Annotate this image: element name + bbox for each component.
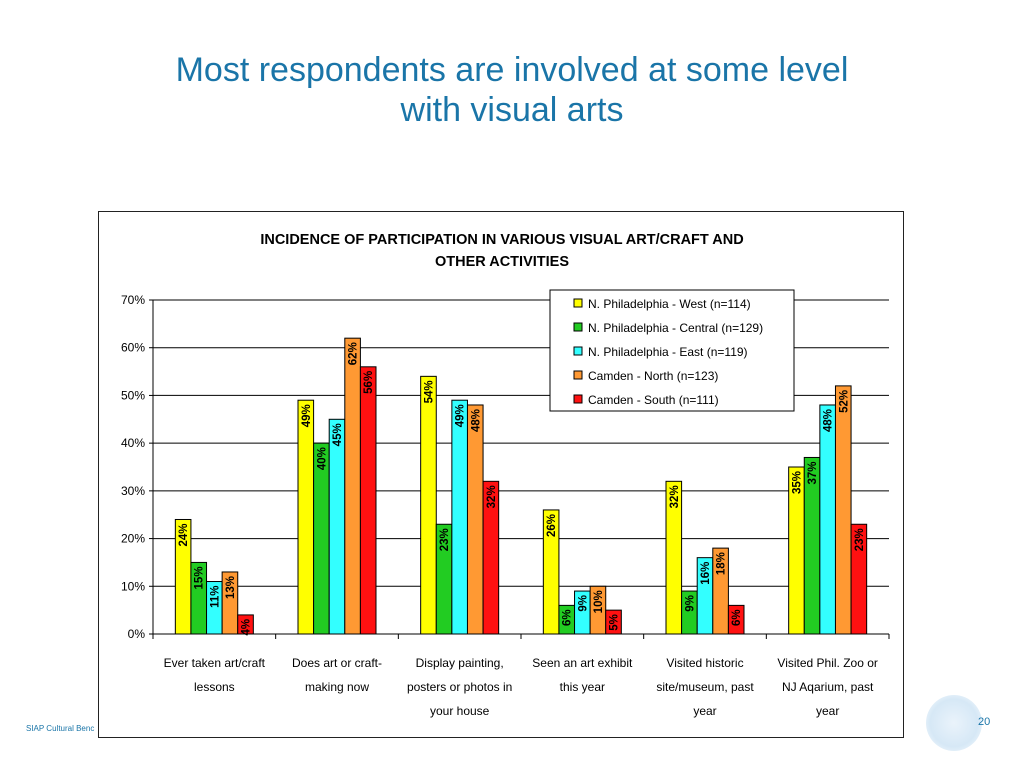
x-category-label: your house: [430, 704, 490, 718]
page-number: 20: [978, 716, 991, 728]
chart-canvas: 0% 10% 20% 30% 40% 50% 60% 70% 24% 15%11% 13% 4% Eve…: [121, 289, 890, 718]
legend-label: N. Philadelphia - Central (n=129): [588, 321, 763, 335]
data-label: 54%: [423, 380, 435, 403]
data-label: 56%: [363, 371, 375, 394]
data-label: 48%: [470, 409, 482, 432]
data-label: 6%: [562, 609, 574, 626]
data-label: 37%: [807, 461, 819, 484]
data-label: 32%: [486, 485, 498, 508]
data-label: 32%: [669, 485, 681, 508]
legend-swatch: [573, 394, 583, 404]
legend-swatch: [573, 346, 583, 356]
legend-label: Camden - South (n=111): [588, 393, 719, 407]
slide-title: Most respondents are involved at some le…: [0, 50, 1024, 130]
bar: [237, 614, 254, 635]
data-label: 13%: [225, 576, 237, 599]
data-label: 5%: [609, 614, 621, 631]
bar: [819, 404, 836, 635]
data-label: 6%: [731, 609, 743, 626]
bar: [297, 399, 315, 635]
data-label: 40%: [316, 447, 328, 470]
x-category-label: year: [693, 704, 716, 718]
chart-title: INCIDENCE OF PARTICIPATION IN VARIOUS VI…: [99, 229, 905, 273]
bar: [482, 480, 500, 635]
bar: [359, 366, 377, 635]
bar: [850, 523, 868, 635]
x-category-label: Does art or craft-: [292, 656, 382, 670]
data-label: 4%: [241, 619, 253, 636]
chart-frame: 0% 10% 20% 30% 40% 50% 60% 70% 24% 15% 11% 13% 4% Eve…: [98, 211, 904, 738]
footer-text: SIAP Cultural Benc: [26, 724, 95, 733]
legend-box: [549, 289, 795, 412]
x-category-label: year: [816, 704, 839, 718]
bar: [328, 418, 346, 635]
data-label: 9%: [684, 595, 696, 612]
data-label: 62%: [348, 342, 360, 365]
legend-swatch: [573, 370, 583, 380]
y-tick-label: 20%: [121, 532, 145, 546]
y-tick-label: 40%: [121, 436, 145, 450]
x-category-label: making now: [305, 680, 369, 694]
chart-title-line-1: INCIDENCE OF PARTICIPATION IN VARIOUS VI…: [260, 232, 744, 248]
x-category-label: this year: [560, 680, 605, 694]
legend-label: N. Philadelphia - East (n=119): [588, 345, 748, 359]
data-label: 35%: [791, 471, 803, 494]
bar: [665, 480, 683, 635]
x-category-label: Seen an art exhibit: [532, 656, 633, 670]
bar: [466, 404, 484, 635]
y-tick-label: 60%: [121, 341, 145, 355]
x-category-label: posters or photos in: [407, 680, 512, 694]
legend-swatch: [573, 298, 583, 308]
data-label: 24%: [178, 523, 190, 546]
y-tick-label: 70%: [121, 293, 145, 307]
y-tick-label: 0%: [128, 627, 146, 641]
slide-title-line-1: Most respondents are involved at some le…: [175, 51, 849, 89]
x-category-label: site/museum, past: [656, 680, 754, 694]
data-label: 23%: [439, 528, 451, 551]
data-label: 9%: [577, 595, 589, 612]
data-label: 18%: [716, 552, 728, 575]
data-label: 10%: [593, 590, 605, 613]
data-label: 45%: [332, 423, 344, 446]
bar: [605, 609, 622, 635]
bar: [834, 385, 852, 635]
page-badge: [926, 695, 982, 751]
legend-swatch: [573, 322, 583, 332]
data-label: 48%: [823, 409, 835, 432]
x-category-label: NJ Aqarium, past: [782, 680, 874, 694]
data-label: 52%: [838, 390, 850, 413]
data-label: 23%: [854, 528, 866, 551]
bar: [451, 399, 468, 635]
x-category-label: Display painting,: [416, 656, 504, 670]
data-label: 16%: [700, 562, 712, 585]
bar: [727, 604, 745, 635]
slide-title-line-2: with visual arts: [400, 91, 624, 129]
data-label: 49%: [455, 404, 467, 427]
bar: [420, 375, 437, 635]
data-label: 11%: [209, 586, 221, 608]
data-label: 15%: [194, 566, 206, 589]
data-label: 49%: [301, 404, 313, 427]
chart-title-line-2: OTHER ACTIVITIES: [435, 254, 569, 270]
bar: [344, 337, 361, 635]
bar: [542, 509, 560, 635]
y-tick-label: 50%: [121, 388, 145, 402]
bar: [712, 547, 729, 635]
legend-label: N. Philadelphia - West (n=114): [588, 297, 751, 311]
y-tick-label: 30%: [121, 484, 145, 498]
bar: [313, 442, 330, 635]
x-category-label: lessons: [194, 680, 235, 694]
x-category-label: Visited historic: [666, 656, 743, 670]
y-tick-label: 10%: [121, 579, 145, 593]
legend-label: Camden - North (n=123): [588, 369, 718, 383]
x-category-label: Ever taken art/craft: [164, 656, 266, 670]
x-category-label: Visited Phil. Zoo or: [777, 656, 878, 670]
data-label: 26%: [546, 514, 558, 537]
bar: [221, 571, 239, 635]
